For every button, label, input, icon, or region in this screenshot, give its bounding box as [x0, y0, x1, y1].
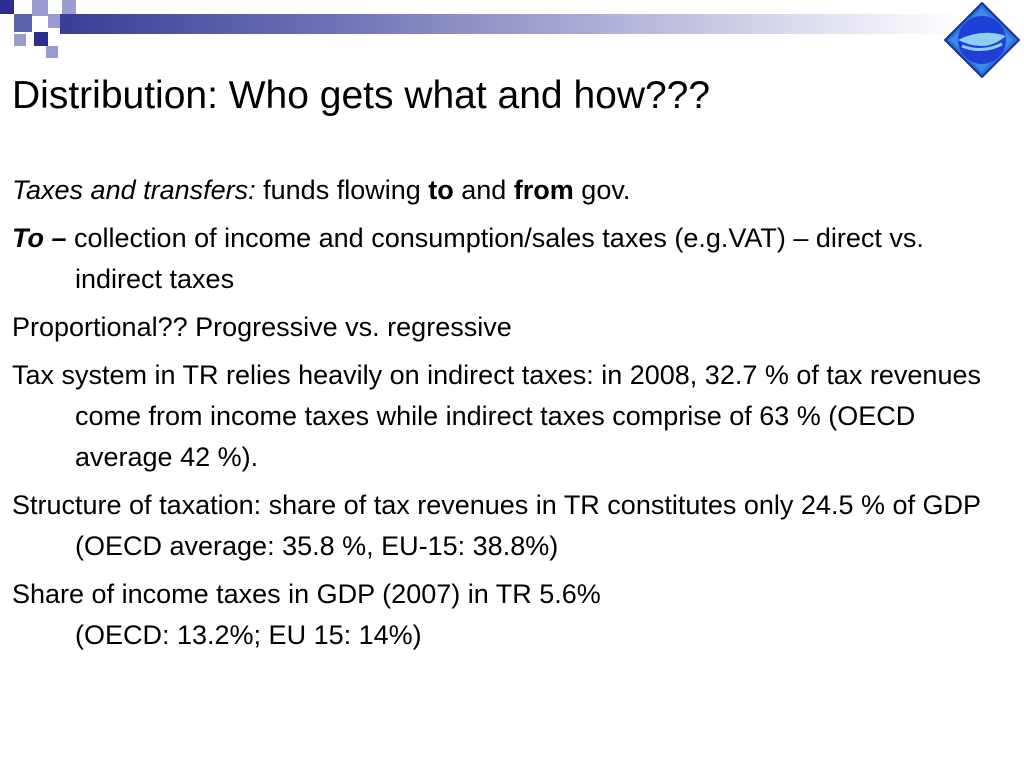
decor-square [34, 32, 48, 46]
decor-square [32, 0, 48, 16]
decor-square [46, 46, 58, 58]
bold-to: to [428, 175, 454, 205]
slide-body: Taxes and transfers: funds flowing to an… [12, 170, 1012, 663]
paragraph-to-collection: To – collection of income and consumptio… [12, 218, 1012, 300]
italic-lead: Taxes and transfers: [12, 175, 256, 205]
paragraph-oecd-eu: (OECD: 13.2%; EU 15: 14%) [75, 620, 422, 650]
decor-square [14, 14, 32, 32]
page-title: Distribution: Who gets what and how??? [12, 74, 711, 117]
university-logo-icon [944, 2, 1020, 78]
bold-italic-lead: To – [12, 223, 67, 253]
text-span: funds flowing [255, 175, 429, 205]
decor-square [62, 0, 76, 14]
paragraph-proportional: Proportional?? Progressive vs. regressiv… [12, 312, 512, 342]
paragraph-taxes-transfers: Taxes and transfers: funds flowing to an… [12, 170, 1012, 211]
decor-square [0, 0, 14, 14]
text-span: and [453, 175, 514, 205]
decor-square [48, 14, 62, 28]
paragraph-structure-taxation: Structure of taxation: share of tax reve… [12, 490, 981, 561]
text-span: collection of income and consumption/sal… [66, 223, 924, 294]
paragraph-income-taxes-share: Share of income taxes in GDP (2007) in T… [12, 579, 601, 609]
text-span: gov. [573, 175, 631, 205]
bold-from: from [513, 175, 574, 205]
paragraph-tax-system: Tax system in TR relies heavily on indir… [12, 360, 981, 472]
decor-square [14, 34, 26, 46]
header-gradient-bar [60, 14, 960, 34]
